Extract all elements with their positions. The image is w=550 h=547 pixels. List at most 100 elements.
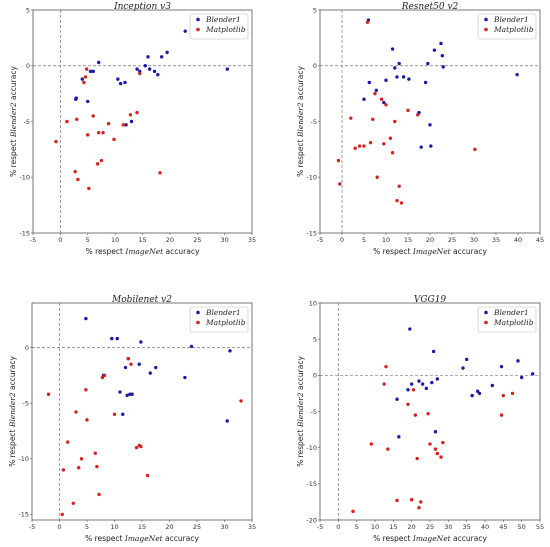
data-point-blender1 — [146, 55, 150, 59]
y-axis-label: % respect Blender2 accuracy — [9, 66, 18, 177]
data-point-blender1 — [390, 47, 395, 51]
data-point-blender1 — [110, 336, 114, 341]
data-point-blender1 — [393, 66, 397, 70]
y-axis-label-part: % respect — [296, 137, 305, 177]
data-point-blender1 — [228, 349, 232, 353]
data-point-matplotlib — [353, 146, 357, 150]
data-point-blender1 — [397, 435, 401, 439]
data-point-blender1 — [519, 375, 524, 380]
legend-marker-matplotlib — [484, 27, 488, 32]
data-point-matplotlib — [415, 456, 419, 461]
x-tick-label: 0 — [336, 523, 340, 531]
x-tick-label: -5 — [317, 236, 323, 244]
data-point-matplotlib — [126, 356, 130, 361]
data-point-blender1 — [183, 375, 187, 380]
legend-label-matplotlib: Matplotlib — [493, 25, 534, 34]
data-point-matplotlib — [79, 457, 84, 461]
data-point-blender1 — [84, 316, 88, 321]
y-tick-label: -15 — [19, 229, 30, 237]
y-tick-label: 0 — [313, 62, 317, 70]
data-point-matplotlib — [97, 492, 101, 497]
legend-marker-matplotlib — [484, 320, 488, 325]
data-point-matplotlib — [95, 162, 100, 166]
x-tick-label: 25 — [448, 236, 456, 244]
data-point-blender1 — [429, 144, 433, 148]
x-axis-label-part: ImageNet — [124, 534, 164, 543]
data-point-blender1 — [419, 145, 423, 149]
data-point-blender1 — [417, 379, 421, 383]
data-point-blender1 — [384, 78, 388, 82]
data-point-blender1 — [91, 69, 95, 74]
x-axis-label: % respect ImageNet accuracy — [373, 247, 487, 256]
data-point-matplotlib — [97, 130, 101, 135]
data-point-matplotlib — [373, 91, 377, 96]
data-point-matplotlib — [77, 465, 81, 470]
x-tick-label: 20 — [426, 236, 434, 244]
data-point-matplotlib — [406, 402, 410, 406]
data-point-blender1 — [129, 119, 134, 124]
data-point-blender1 — [395, 75, 399, 79]
data-point-blender1 — [130, 392, 134, 396]
data-point-matplotlib — [419, 500, 423, 504]
data-point-matplotlib — [84, 67, 89, 71]
legend-label-matplotlib: Matplotlib — [205, 25, 246, 34]
x-tick-label: 5 — [86, 236, 90, 244]
x-axis-label: % respect ImageNet accuracy — [86, 247, 200, 256]
data-point-blender1 — [432, 48, 437, 52]
data-point-matplotlib — [66, 440, 70, 444]
data-point-matplotlib — [106, 122, 111, 126]
legend-marker-blender1 — [484, 310, 488, 315]
x-tick-label: 25 — [426, 523, 434, 531]
data-point-blender1 — [165, 50, 169, 55]
data-point-blender1 — [407, 77, 411, 81]
data-point-blender1 — [439, 41, 443, 46]
y-tick-label: 0 — [26, 62, 30, 70]
data-point-matplotlib — [413, 413, 418, 417]
x-axis-label-part: accuracy — [451, 534, 488, 543]
data-point-blender1 — [515, 72, 519, 77]
y-tick-label: 0 — [313, 372, 317, 380]
data-point-blender1 — [123, 80, 127, 85]
chart-title: Inception v3 — [113, 2, 171, 12]
plot-frame — [319, 302, 541, 521]
data-point-blender1 — [88, 69, 93, 74]
x-tick-label: 20 — [165, 523, 173, 531]
data-point-matplotlib — [86, 133, 90, 137]
y-axis-label-part: % respect — [9, 137, 18, 177]
data-point-matplotlib — [158, 171, 162, 175]
data-point-matplotlib — [441, 440, 445, 445]
data-point-matplotlib — [415, 113, 420, 117]
y-tick-label: 5 — [313, 6, 317, 14]
legend-marker-matplotlib — [196, 320, 200, 325]
data-point-matplotlib — [368, 140, 373, 145]
data-point-matplotlib — [395, 198, 399, 203]
data-point-blender1 — [409, 382, 414, 386]
y-axis-label-part: Blender2 — [8, 392, 17, 428]
legend-label-blender1: Blender1 — [205, 308, 241, 317]
data-point-blender1 — [124, 123, 128, 127]
x-tick-label: 10 — [371, 523, 379, 531]
data-point-matplotlib — [60, 512, 64, 517]
legend-box — [477, 306, 537, 333]
chart-title: Resnet50 v2 — [401, 2, 459, 12]
data-point-blender1 — [139, 340, 143, 344]
x-tick-label: 35 — [248, 523, 256, 531]
data-point-matplotlib — [388, 136, 393, 140]
data-point-matplotlib — [428, 442, 432, 446]
data-point-matplotlib — [84, 388, 88, 392]
data-point-blender1 — [435, 377, 440, 381]
y-axis-label-part: accuracy — [8, 356, 17, 393]
data-point-matplotlib — [369, 442, 374, 446]
data-point-matplotlib — [365, 20, 370, 24]
data-point-matplotlib — [85, 418, 89, 422]
x-tick-label: 0 — [57, 523, 61, 531]
x-tick-label: 0 — [58, 236, 62, 244]
x-tick-label: 40 — [481, 523, 489, 531]
data-point-matplotlib — [54, 139, 58, 144]
plot-frame — [319, 9, 541, 234]
data-point-blender1 — [362, 97, 366, 101]
x-tick-label: 35 — [492, 236, 500, 244]
data-point-matplotlib — [73, 169, 77, 174]
